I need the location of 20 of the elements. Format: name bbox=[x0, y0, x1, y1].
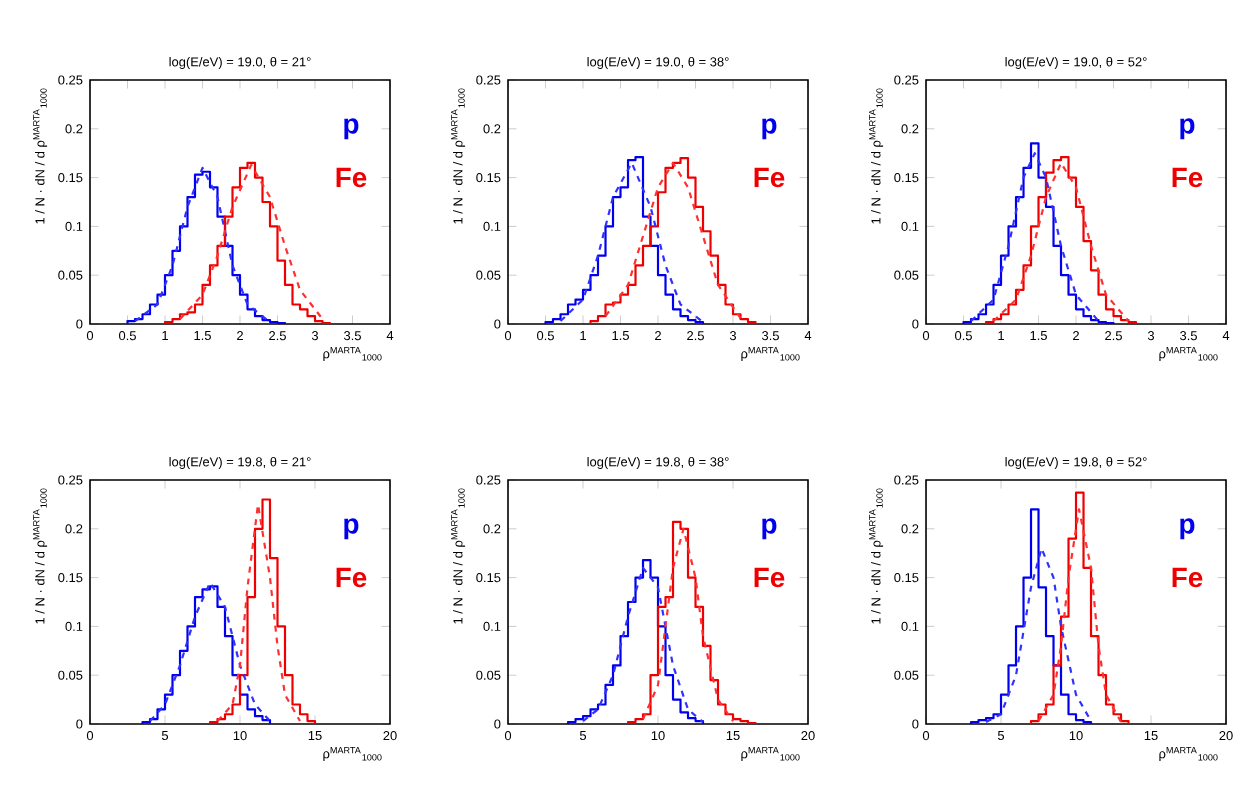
series-label: Fe bbox=[754, 167, 785, 188]
line-series bbox=[133, 166, 272, 324]
text: Fe bbox=[1172, 167, 1203, 188]
text: Fe bbox=[336, 567, 367, 588]
line-series bbox=[969, 152, 1100, 323]
text: Fe bbox=[1172, 567, 1203, 588]
line-series bbox=[216, 503, 302, 723]
line-series bbox=[984, 547, 1093, 724]
text: p bbox=[762, 118, 777, 140]
line-series bbox=[1037, 508, 1123, 724]
text: p bbox=[1180, 518, 1195, 540]
line-series bbox=[581, 566, 705, 724]
text: p bbox=[344, 118, 359, 140]
text: p bbox=[762, 518, 777, 540]
line-series bbox=[178, 163, 324, 321]
series-label: Fe bbox=[754, 567, 785, 588]
text: p bbox=[1180, 118, 1195, 140]
text: p bbox=[344, 518, 359, 540]
text: Fe bbox=[336, 167, 367, 188]
line-series bbox=[641, 527, 735, 723]
